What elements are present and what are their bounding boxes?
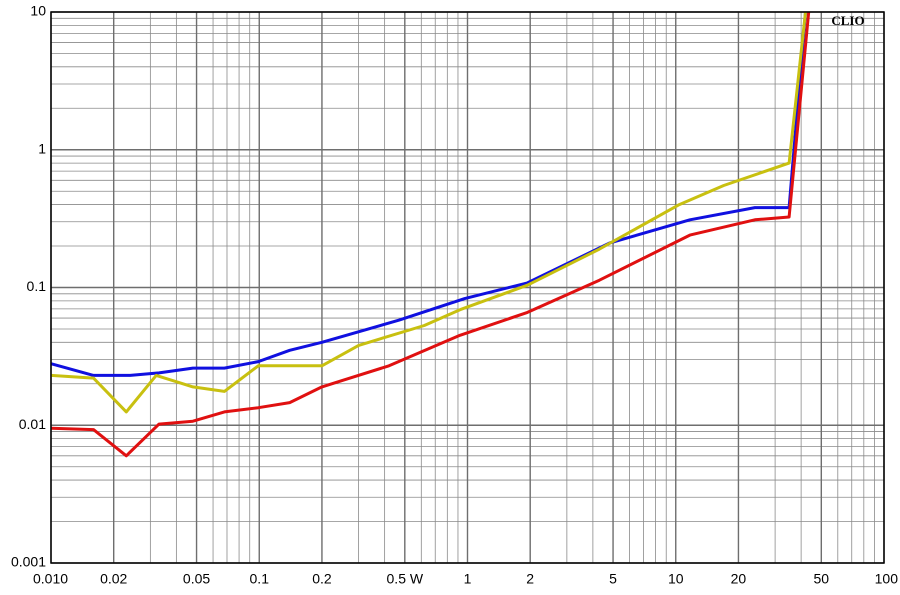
x-tick-label: 0.2	[312, 571, 332, 587]
y-tick-label: 1	[38, 140, 46, 156]
x-tick-label: 0.05	[183, 571, 210, 587]
grid	[50, 11, 885, 564]
x-tick-label: 50	[814, 571, 830, 587]
x-tick-label: 0.010	[33, 571, 68, 587]
y-tick-label: 0.01	[19, 416, 46, 432]
x-tick-label: 2	[526, 571, 534, 587]
y-tick-label: 10	[30, 3, 46, 19]
x-tick-label: 5	[609, 571, 617, 587]
series-line	[50, 11, 807, 377]
annotation: CLIO	[831, 13, 864, 28]
x-tick-label: 1	[464, 571, 472, 587]
x-tick-label: 0.5 W	[387, 571, 424, 587]
series-line	[50, 11, 811, 458]
lines	[50, 11, 811, 458]
x-tick-label: 0.02	[100, 571, 127, 587]
x-tick-label: 0.1	[250, 571, 270, 587]
y-tick-label: 0.001	[11, 554, 46, 570]
x-tick-label: 100	[875, 571, 899, 587]
x-tick-label: 20	[731, 571, 747, 587]
y-tick-label: 0.1	[27, 278, 47, 294]
series-line	[50, 11, 807, 414]
plot-frame	[50, 11, 885, 564]
x-tick-label: 10	[668, 571, 684, 587]
